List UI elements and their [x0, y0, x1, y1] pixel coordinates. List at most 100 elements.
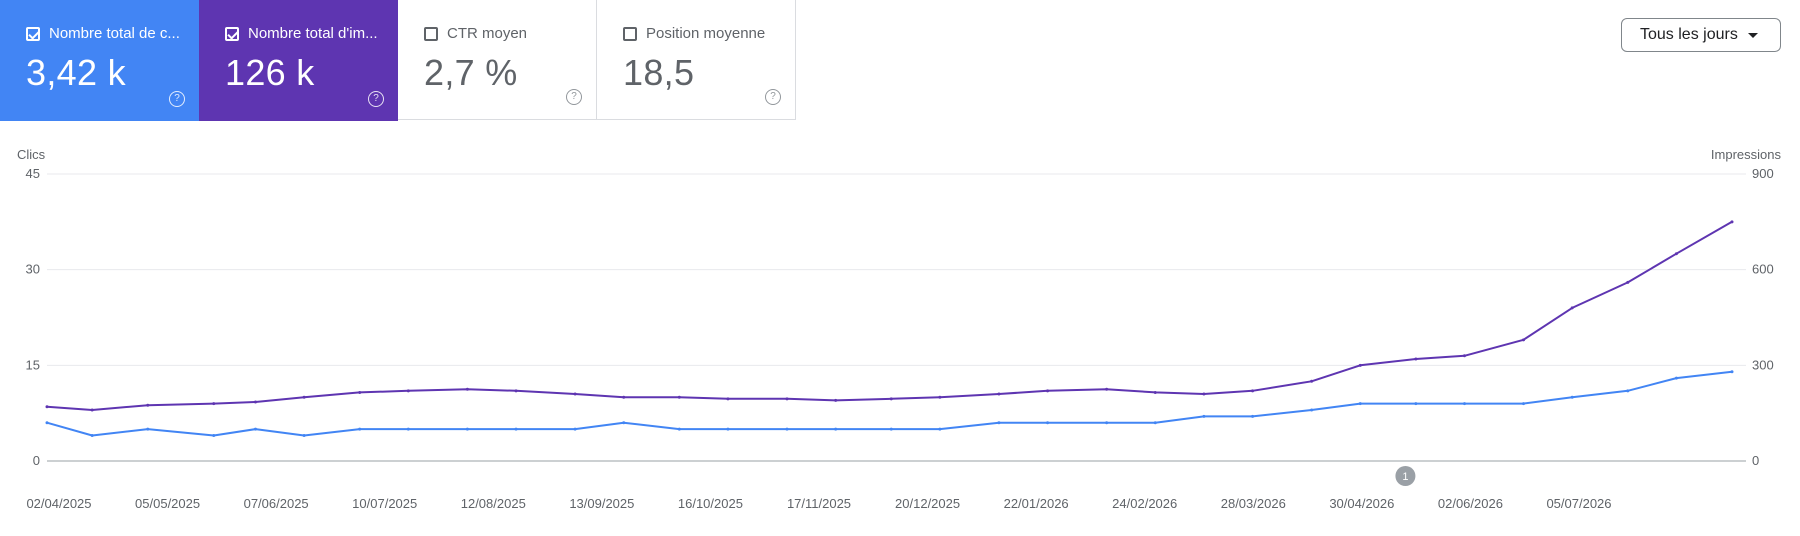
- data-point: [1105, 387, 1109, 391]
- x-tick-label: 07/06/2025: [244, 496, 309, 511]
- data-point: [726, 427, 730, 431]
- x-tick-label: 16/10/2025: [678, 496, 743, 511]
- data-point: [253, 427, 257, 431]
- data-point: [1730, 370, 1734, 374]
- data-point: [997, 392, 1001, 396]
- date-granularity-dropdown[interactable]: Tous les jours: [1621, 18, 1781, 52]
- data-point: [622, 421, 626, 425]
- y-left-tick-label: 45: [26, 166, 40, 181]
- data-point: [302, 395, 306, 399]
- metric-label: Nombre total de c...: [49, 25, 180, 42]
- x-tick-label: 30/04/2026: [1329, 496, 1394, 511]
- dropdown-label: Tous les jours: [1640, 26, 1738, 43]
- data-point: [212, 402, 216, 406]
- metric-cards: Nombre total de c... 3,42 k ? Nombre tot…: [0, 0, 796, 121]
- y-left-tick-label: 0: [33, 453, 40, 468]
- checkbox-icon[interactable]: [424, 26, 438, 41]
- data-point: [1462, 354, 1466, 358]
- data-point: [514, 389, 518, 393]
- data-point: [1202, 414, 1206, 418]
- metric-card-impressions[interactable]: Nombre total d'im... 126 k ?: [199, 0, 398, 121]
- data-point: [1522, 338, 1526, 342]
- data-point: [1626, 280, 1630, 284]
- help-icon[interactable]: ?: [169, 91, 185, 107]
- data-point: [785, 427, 789, 431]
- data-point: [938, 427, 942, 431]
- tick-labels: 0 0 15 300 30 600 45 900 02/04/2025 05/05/2025 07/…: [26, 166, 1774, 511]
- metric-label: Position moyenne: [646, 25, 766, 42]
- y-right-tick-label: 0: [1752, 453, 1759, 468]
- data-point: [45, 405, 49, 409]
- series-line-impressions: [46, 220, 1733, 411]
- data-point: [358, 390, 362, 394]
- data-point: [834, 427, 838, 431]
- y-axis-right-label: Impressions: [1711, 147, 1782, 162]
- data-point: [146, 427, 150, 431]
- data-point: [573, 427, 577, 431]
- checkbox-icon[interactable]: [26, 26, 40, 41]
- x-tick-label: 20/12/2025: [895, 496, 960, 511]
- data-point: [146, 403, 150, 407]
- data-point: [573, 392, 577, 396]
- data-point: [90, 433, 94, 437]
- help-icon[interactable]: ?: [566, 89, 582, 105]
- data-point: [465, 387, 469, 391]
- data-point: [1626, 389, 1630, 393]
- x-tick-label: 10/07/2025: [352, 496, 417, 511]
- data-point: [514, 427, 518, 431]
- x-tick-label: 05/05/2025: [135, 496, 200, 511]
- x-tick-label: 02/06/2026: [1438, 496, 1503, 511]
- annotation-label: 1: [1402, 471, 1408, 483]
- metric-label: Nombre total d'im...: [248, 25, 378, 42]
- y-right-tick-label: 900: [1752, 166, 1774, 181]
- data-point: [938, 395, 942, 399]
- x-tick-label: 24/02/2026: [1112, 496, 1177, 511]
- metric-label: CTR moyen: [447, 25, 528, 42]
- y-right-tick-label: 600: [1752, 262, 1774, 277]
- help-icon[interactable]: ?: [368, 91, 384, 107]
- annotation-marker[interactable]: 1: [1395, 466, 1416, 486]
- data-point: [1251, 389, 1255, 393]
- x-tick-label: 05/07/2026: [1546, 496, 1611, 511]
- data-point: [1730, 220, 1734, 224]
- data-point: [302, 433, 306, 437]
- data-point: [997, 421, 1001, 425]
- data-point: [889, 397, 893, 401]
- data-point: [253, 400, 257, 404]
- data-point: [889, 427, 893, 431]
- metric-card-clicks[interactable]: Nombre total de c... 3,42 k ?: [0, 0, 199, 121]
- data-point: [1202, 392, 1206, 396]
- data-point: [90, 408, 94, 412]
- checkbox-icon[interactable]: [623, 26, 637, 41]
- metric-card-position[interactable]: Position moyenne 18,5 ?: [597, 0, 796, 120]
- data-point: [785, 397, 789, 401]
- data-point: [406, 389, 410, 393]
- data-point: [1674, 376, 1678, 380]
- y-left-tick-label: 30: [26, 262, 40, 277]
- metric-label-row: Position moyenne: [623, 25, 783, 42]
- x-tick-label: 02/04/2025: [26, 496, 91, 511]
- data-point: [1570, 395, 1574, 399]
- x-tick-label: 17/11/2025: [787, 496, 851, 511]
- series-lines: [45, 220, 1734, 437]
- y-right-tick-label: 300: [1752, 357, 1774, 372]
- data-point: [1251, 414, 1255, 418]
- data-point: [1310, 379, 1314, 383]
- data-point: [677, 427, 681, 431]
- metric-label-row: CTR moyen: [424, 25, 584, 42]
- data-point: [1105, 421, 1109, 425]
- caret-down-icon: [1748, 33, 1758, 38]
- data-point: [465, 427, 469, 431]
- checkbox-icon[interactable]: [225, 26, 239, 41]
- data-point: [1674, 252, 1678, 256]
- metric-card-ctr[interactable]: CTR moyen 2,7 % ?: [398, 0, 597, 120]
- metric-value: 18,5: [623, 52, 695, 93]
- help-icon[interactable]: ?: [765, 89, 781, 105]
- data-point: [1153, 421, 1157, 425]
- series-line-clics: [46, 370, 1733, 437]
- data-point: [45, 421, 49, 425]
- grid: [47, 173, 1746, 462]
- x-tick-label: 13/09/2025: [569, 496, 634, 511]
- data-point: [834, 398, 838, 402]
- data-point: [1310, 408, 1314, 412]
